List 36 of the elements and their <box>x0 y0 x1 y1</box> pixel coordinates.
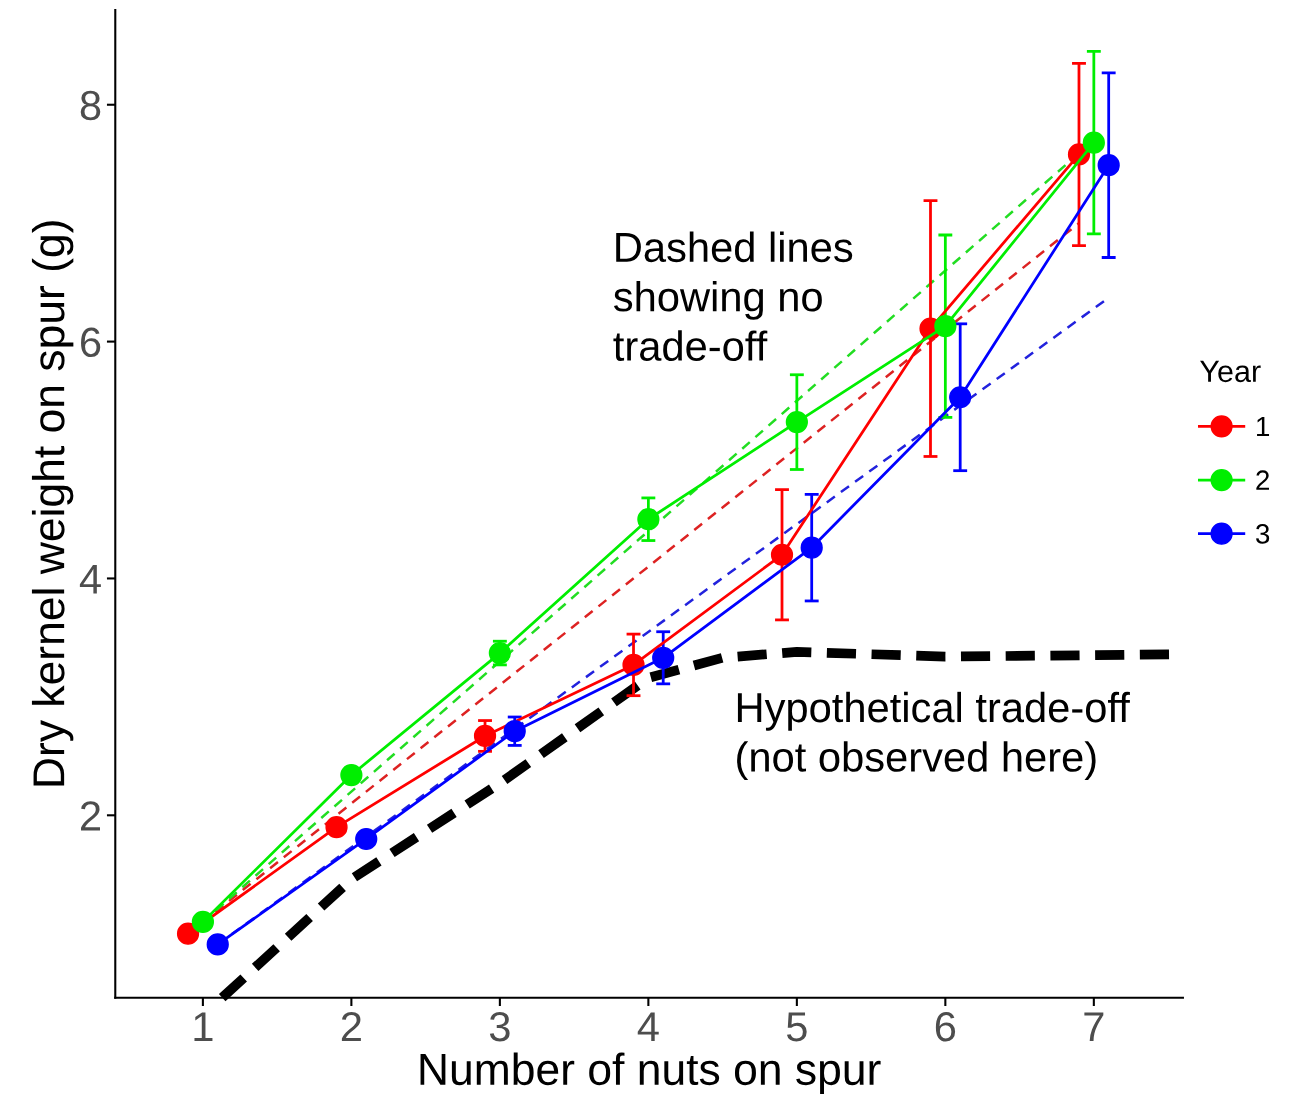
point <box>191 910 215 933</box>
y-tick-label: 8 <box>80 90 101 121</box>
point <box>176 922 200 945</box>
point <box>473 724 497 748</box>
point <box>770 543 794 566</box>
point <box>206 933 229 956</box>
point <box>800 536 823 559</box>
x-tick-label: 4 <box>637 1012 659 1042</box>
legend-label: 3 <box>1255 524 1270 544</box>
x-axis-title: Number of nuts on spur <box>420 1052 881 1094</box>
point <box>1082 131 1105 154</box>
point <box>340 763 363 787</box>
point <box>503 720 526 743</box>
y-tick-label: 2 <box>81 801 100 831</box>
point <box>637 508 660 531</box>
point <box>652 646 675 669</box>
legend-title: Year <box>1200 360 1261 383</box>
x-tick-label: 5 <box>786 1012 807 1042</box>
y-axis-title: Dry kernel weight on spur (g) <box>31 221 74 786</box>
x-tick-label: 3 <box>489 1011 510 1042</box>
point <box>325 816 348 839</box>
legend-label: 2 <box>1256 470 1269 490</box>
annotation: Dashed lines showing no trade-off <box>613 231 853 361</box>
x-tick-label: 1 <box>194 1012 213 1042</box>
point <box>934 315 957 338</box>
x-tick-label: 7 <box>1084 1012 1104 1042</box>
point <box>949 386 972 409</box>
x-tick-label: 2 <box>341 1011 361 1042</box>
point <box>1097 154 1120 177</box>
x-tick-label: 6 <box>935 1011 956 1042</box>
y-tick-label: 4 <box>79 564 101 594</box>
annotation: Hypothetical trade-off (not observed here) <box>737 691 1130 781</box>
point <box>355 827 378 851</box>
legend-label: 1 <box>1257 416 1270 437</box>
y-tick-label: 6 <box>81 327 101 358</box>
point <box>785 411 808 434</box>
